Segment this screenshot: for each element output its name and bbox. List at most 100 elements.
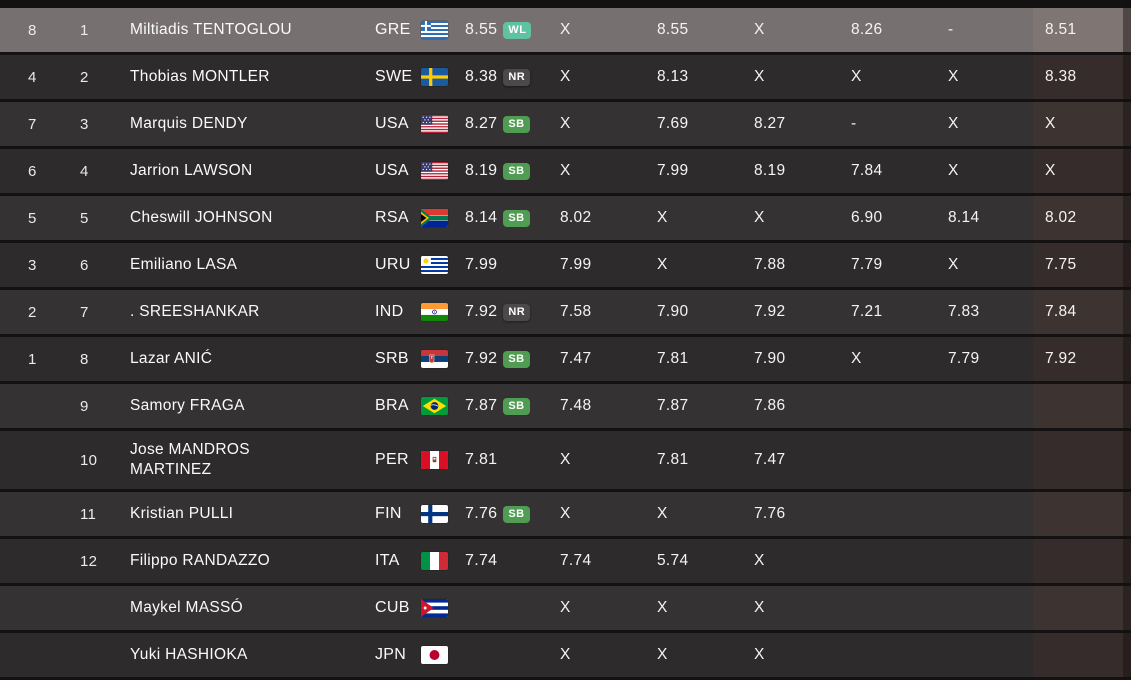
jump-order-cell: 2 [28, 303, 37, 321]
result-row[interactable]: 9 Samory FRAGA BRA 7.87 SB 7.48 7.87 7.8… [0, 384, 1131, 428]
country-flag-icon [421, 115, 448, 133]
country-flag-icon [421, 303, 448, 321]
country-code: USA [375, 115, 409, 132]
result-mark: 7.92 [465, 350, 498, 367]
result-cell: 8.55 WL [455, 8, 548, 52]
attempt-mark-6: 7.75 [1033, 243, 1131, 287]
country-cell: USA [368, 102, 455, 146]
attempt-mark-1: 7.74 [560, 552, 592, 569]
country-code: FIN [375, 505, 402, 522]
country-flag-icon [421, 599, 448, 617]
record-badge: SB [503, 209, 530, 227]
attempt-mark-1: 7.47 [560, 350, 592, 367]
result-mark: 7.99 [465, 256, 498, 273]
country-code: RSA [375, 209, 409, 226]
country-flag-icon [421, 646, 448, 664]
result-cell [455, 633, 548, 677]
country-code: CUB [375, 599, 410, 616]
attempt-mark-3: 7.92 [754, 303, 786, 320]
record-badge: NR [503, 303, 531, 321]
result-cell: 7.87 SB [455, 384, 548, 428]
result-mark: 8.14 [465, 209, 498, 226]
result-row[interactable]: 4 2 Thobias MONTLER SWE 8.38 NR X 8.13 X… [0, 55, 1131, 99]
jump-order-cell [0, 492, 66, 536]
attempt-mark-2: 8.13 [657, 68, 689, 85]
attempt-mark-3: X [754, 646, 765, 663]
result-cell: 7.74 [455, 539, 548, 583]
attempt-mark-6: 8.38 [1033, 55, 1131, 99]
place-cell: 2 [80, 68, 89, 86]
attempt-mark-4: - [851, 115, 857, 132]
attempt-mark-1: 7.48 [560, 397, 592, 414]
result-row[interactable]: Yuki HASHIOKA JPN X X X [0, 633, 1131, 677]
result-row[interactable]: 6 4 Jarrion LAWSON USA 8.19 SB X 7.99 8.… [0, 149, 1131, 193]
result-mark: 7.76 [465, 505, 498, 522]
attempt-mark-6: 8.51 [1033, 8, 1131, 52]
attempt-mark-6 [1033, 539, 1131, 583]
country-cell: ITA [368, 539, 455, 583]
attempt-mark-3: X [754, 209, 765, 226]
place-cell: 7 [80, 303, 89, 321]
athlete-name: Miltiadis TENTOGLOU [130, 20, 292, 38]
result-row[interactable]: Maykel MASSÓ CUB X X X [0, 586, 1131, 630]
country-flag-icon [421, 68, 449, 86]
attempt-mark-6: 7.84 [1033, 290, 1131, 334]
result-mark: 7.92 [465, 303, 498, 320]
attempt-mark-6 [1033, 586, 1131, 630]
attempt-mark-2: X [657, 505, 668, 522]
result-cell: 8.38 NR [455, 55, 548, 99]
attempt-mark-2: 7.81 [657, 451, 689, 468]
country-flag-icon [421, 552, 448, 570]
country-code: SRB [375, 350, 409, 367]
country-flag-icon [421, 451, 448, 469]
country-flag-icon [421, 21, 448, 39]
athlete-name: Filippo RANDAZZO [130, 551, 271, 569]
attempt-mark-4: X [851, 350, 862, 367]
result-mark: 7.74 [465, 552, 498, 569]
attempt-mark-5: 7.79 [948, 350, 980, 367]
athlete-name: Samory FRAGA [130, 396, 245, 414]
country-flag-icon [421, 397, 448, 415]
attempt-mark-1: 7.58 [560, 303, 592, 320]
result-mark: 8.55 [465, 21, 498, 38]
place-cell [66, 586, 118, 630]
attempt-mark-5: X [948, 162, 959, 179]
result-row[interactable]: 3 6 Emiliano LASA URU 7.99 7.99 X 7.88 7… [0, 243, 1131, 287]
place-cell: 3 [80, 115, 89, 133]
attempt-mark-4 [839, 539, 936, 583]
attempt-mark-3: 7.76 [754, 505, 786, 522]
result-cell: 7.92 NR [455, 290, 548, 334]
country-cell: CUB [368, 586, 455, 630]
attempt-mark-5 [936, 633, 1033, 677]
result-row[interactable]: 1 8 Lazar ANIĆ SRB 7.92 SB 7.47 7.81 7.9… [0, 337, 1131, 381]
record-badge: SB [503, 350, 530, 368]
country-code: USA [375, 162, 409, 179]
attempt-mark-3: X [754, 21, 765, 38]
result-mark: 7.87 [465, 397, 498, 414]
result-cell: 8.27 SB [455, 102, 548, 146]
jump-order-cell: 7 [28, 115, 37, 133]
result-row[interactable]: 8 1 Miltiadis TENTOGLOU GRE 8.55 WL X 8.… [0, 8, 1131, 52]
athlete-name: Emiliano LASA [130, 255, 238, 273]
attempt-mark-5 [936, 492, 1033, 536]
result-row[interactable]: 2 7 . SREESHANKAR IND 7.92 NR 7.58 7.90 … [0, 290, 1131, 334]
place-cell [66, 633, 118, 677]
country-code: URU [375, 256, 411, 273]
attempt-mark-1: X [560, 21, 571, 38]
attempt-mark-3: 8.27 [754, 115, 786, 132]
attempt-mark-2: 7.69 [657, 115, 689, 132]
place-cell: 5 [80, 209, 89, 227]
place-cell: 12 [80, 552, 98, 570]
result-row[interactable]: 11 Kristian PULLI FIN 7.76 SB X X 7.76 [0, 492, 1131, 536]
attempt-mark-6: 8.02 [1033, 196, 1131, 240]
attempt-mark-4: 7.79 [851, 256, 883, 273]
attempt-mark-2: 7.90 [657, 303, 689, 320]
result-row[interactable]: 10 Jose MANDROS MARTINEZ PER 7.81 X 7.81… [0, 431, 1131, 489]
result-row[interactable]: 12 Filippo RANDAZZO ITA 7.74 7.74 5.74 X [0, 539, 1131, 583]
attempt-mark-5 [936, 431, 1033, 489]
result-row[interactable]: 7 3 Marquis DENDY USA 8.27 SB X 7.69 8.2… [0, 102, 1131, 146]
attempt-mark-6 [1033, 492, 1131, 536]
result-row[interactable]: 5 5 Cheswill JOHNSON RSA 8.14 SB 8.02 X … [0, 196, 1131, 240]
jump-order-cell [0, 633, 66, 677]
jump-order-cell: 8 [28, 21, 37, 39]
